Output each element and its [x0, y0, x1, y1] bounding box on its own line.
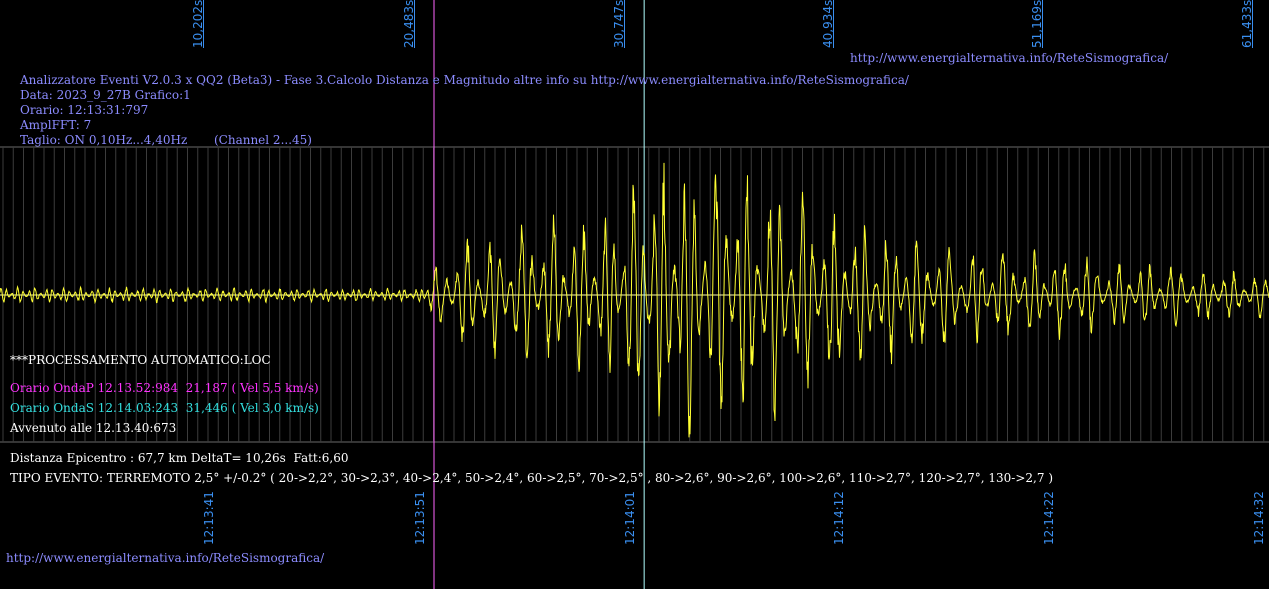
top-tick-label: 40,934s [820, 0, 835, 48]
top-tick-label: 20,483s [401, 0, 416, 48]
onda-s-info: Orario OndaS 12.14.03:243 31,446 ( Vel 3… [10, 401, 319, 415]
bottom-tick-label: 12:14:32 [1251, 491, 1266, 545]
wave-markers [433, 0, 645, 589]
avvenuto-info: Avvenuto alle 12.13.40:673 [10, 421, 177, 435]
seismogram-trace [0, 162, 1269, 438]
bottom-tick-label: 12:13:41 [202, 491, 217, 545]
bottom-tick-label: 12:14:01 [623, 491, 638, 545]
top-tick-label: 61,433s [1240, 0, 1255, 48]
processing-title: ***PROCESSAMENTO AUTOMATICO:LOC [10, 353, 271, 367]
bottom-url-link[interactable]: http://www.energialternativa.info/ReteSi… [6, 551, 325, 565]
header-ampl: AmplFFT: 7 [20, 118, 92, 132]
tipo-evento-info: TIPO EVENTO: TERREMOTO 2,5° +/-0.2° ( 20… [10, 471, 1053, 485]
onda-p-info: Orario OndaP 12.13.52:984 21,187 ( Vel 5… [10, 381, 319, 395]
bottom-tick-label: 12:14:12 [832, 491, 846, 545]
header-orario: Orario: 12:13:31:797 [20, 103, 149, 117]
top-tick-label: 30,747s [611, 0, 626, 48]
bottom-tick-label: 12:14:22 [1041, 491, 1056, 545]
header-taglio: Taglio: ON 0,10Hz...4,40Hz (Channel 2...… [20, 133, 312, 147]
top-tick-label: 51,169s [1030, 0, 1045, 48]
bottom-tick-label: 12:13:51 [413, 491, 428, 545]
distanza-info: Distanza Epicentro : 67,7 km DeltaT= 10,… [10, 451, 349, 465]
top-tick-label: 10,202s [190, 0, 205, 48]
top-url-link[interactable]: http://www.energialternativa.info/ReteSi… [850, 51, 1169, 65]
header-title: Analizzatore Eventi V2.0.3 x QQ2 (Beta3)… [20, 73, 909, 87]
header-data: Data: 2023_9_27B Grafico:1 [20, 88, 191, 102]
